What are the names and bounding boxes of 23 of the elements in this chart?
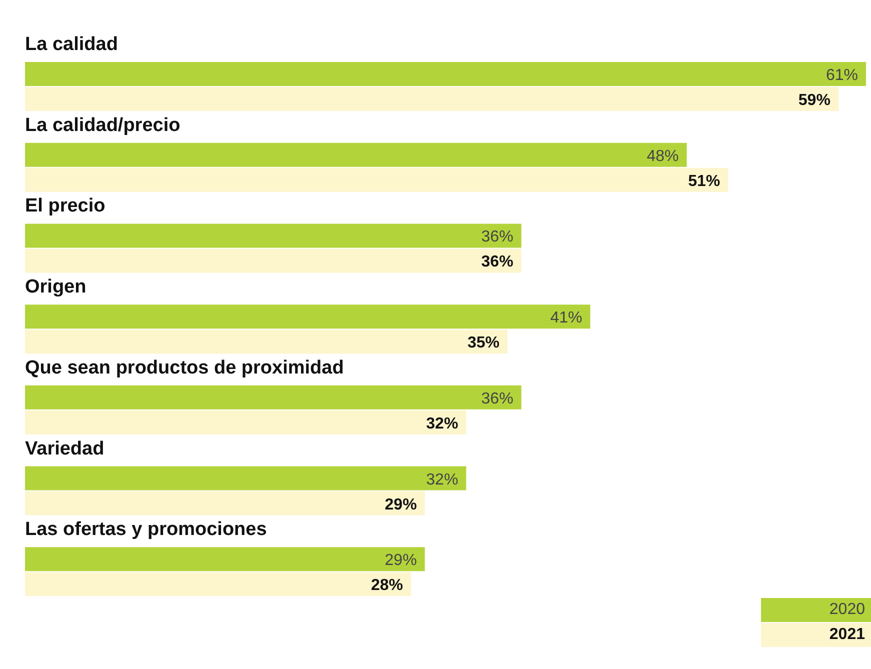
data-label: 59% (798, 92, 830, 109)
y-tick-label: El precio (25, 196, 106, 217)
data-label: 29% (384, 552, 417, 570)
data-label: 29% (384, 496, 417, 514)
data-label: 48% (646, 148, 679, 165)
y-tick-label: Las ofertas y promociones (25, 519, 267, 540)
y-tick-label: La calidad (25, 34, 118, 55)
data-label: 41% (550, 310, 582, 327)
data-label: 36% (481, 390, 514, 408)
legend-key: 2020 (761, 598, 871, 622)
y-tick-label: Que sean productos de proximidad (25, 357, 344, 378)
y-tick-label: La calidad/precio (25, 114, 180, 136)
y-tick-label: Origen (25, 276, 86, 298)
data-label: 28% (371, 577, 404, 594)
legend-key: 2021 (761, 623, 871, 647)
data-label: 32% (426, 471, 458, 488)
data-label: 36% (481, 254, 514, 271)
y-tick-label: Variedad (25, 438, 104, 460)
data-label: 61% (826, 67, 858, 84)
data-label: 32% (426, 415, 458, 432)
data-label: 35% (468, 334, 500, 352)
data-label: 51% (688, 172, 720, 190)
data-label: 36% (481, 228, 514, 246)
